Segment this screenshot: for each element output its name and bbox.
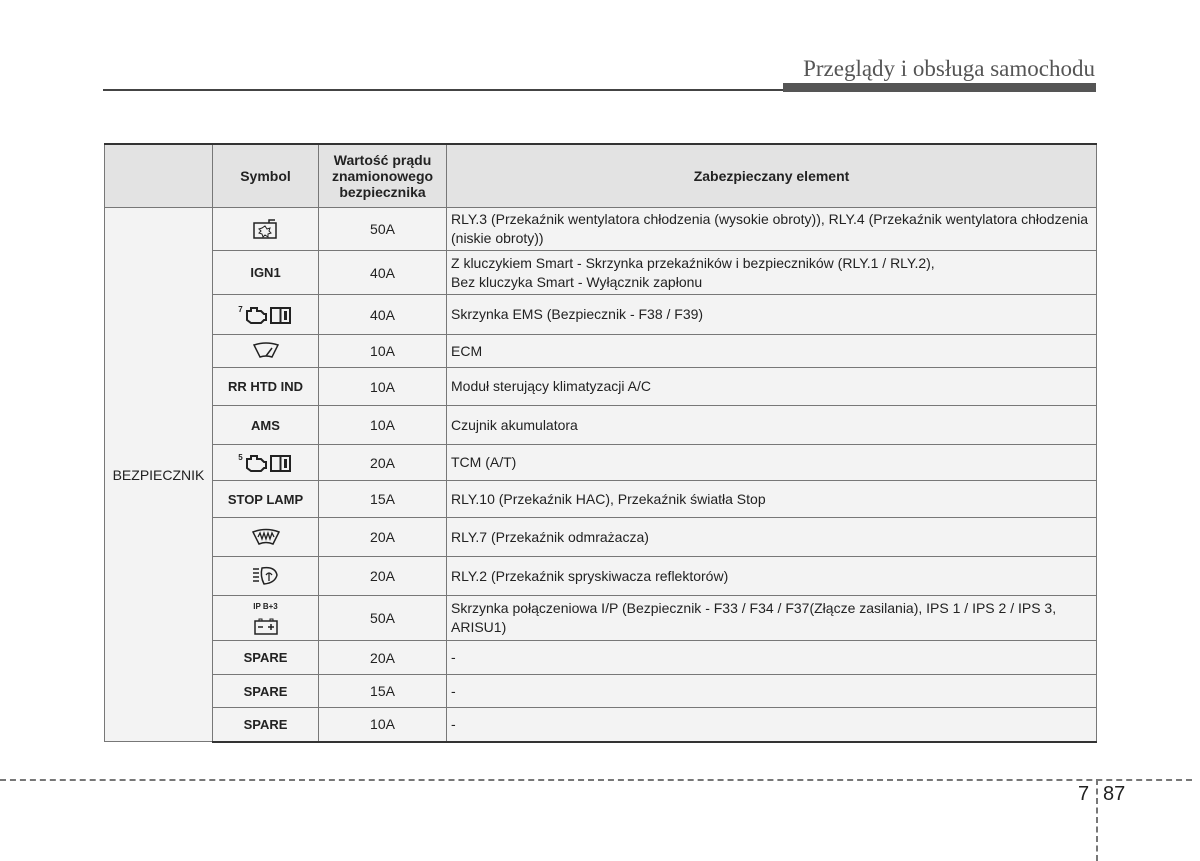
fuse-table: Symbol Wartość prądu znamionowego bezpie… (104, 143, 1097, 743)
symbol-label: 5 (238, 452, 243, 462)
page-title: Przeglądy i obsługa samochodu (803, 56, 1095, 81)
symbol-cell: SPARE (212, 674, 319, 708)
protected-element-cell: RLY.2 (Przekaźnik spryskiwacza reflektor… (446, 556, 1097, 596)
symbol-cell: SPARE (212, 707, 319, 743)
chapter-number: 7 (1078, 783, 1090, 805)
col-header-element: Zabezpieczany element (446, 143, 1097, 208)
rating-cell: 50A (318, 207, 447, 251)
symbol-cell: 5 (212, 444, 319, 481)
defroster-icon (251, 528, 281, 545)
page-number: 87 (1103, 783, 1126, 805)
symbol-cell (212, 207, 319, 251)
symbol-cell: IP B+3 (212, 595, 319, 641)
table-row: STOP LAMP 15A RLY.10 (Przekaźnik HAC), Prz… (105, 480, 1097, 518)
wiper-icon (252, 342, 280, 358)
rating-cell: 10A (318, 405, 447, 445)
table-row: SPARE 15A - (105, 674, 1097, 708)
group-label: BEZPIECZNIK (104, 207, 213, 742)
table-row: BEZPIECZNIK 50A RLY.3 (Przekaźnik wentylat… (104, 207, 1097, 742)
symbol-cell (212, 517, 319, 557)
table-row: SPARE 20A - (105, 640, 1097, 675)
rating-cell: 10A (318, 334, 447, 368)
table-row: 7 40A Skrzynka EMS (Bezpiecznik - F38 / F3… (105, 294, 1097, 335)
col-header-group (104, 143, 213, 208)
protected-element-cell: ECM (446, 334, 1097, 368)
rating-cell: 20A (318, 640, 447, 675)
table-row: IP B+3 50A Skrzynka połączeniowa I/P (Bezp… (105, 595, 1097, 641)
symbol-cell: 7 (212, 294, 319, 335)
cooling-fan-icon (252, 219, 280, 239)
rating-cell: 10A (318, 707, 447, 743)
rating-cell: 15A (318, 480, 447, 518)
table-row: 5 20A TCM (A/T) (105, 444, 1097, 481)
engine-manual-icon (243, 306, 293, 324)
rating-cell: 40A (318, 250, 447, 295)
symbol-label: IP B+3 (253, 601, 278, 611)
table-row: SPARE 10A - (105, 707, 1097, 743)
protected-element-cell: Moduł sterujący klimatyzacji A/C (446, 367, 1097, 406)
protected-element-cell: - (446, 674, 1097, 708)
battery-icon (253, 617, 279, 635)
table-row: 10A ECM (105, 334, 1097, 368)
protected-element-cell: Z kluczykiem Smart - Skrzynka przekaźnik… (446, 250, 1097, 295)
col-header-symbol: Symbol (212, 143, 319, 208)
protected-element-cell: RLY.3 (Przekaźnik wentylatora chłodzenia… (446, 207, 1097, 251)
footer-dashed-line (0, 779, 1192, 781)
table-row: 20A RLY.7 (Przekaźnik odmrażacza) (105, 517, 1097, 557)
headlamp-washer-icon (251, 566, 281, 585)
rating-cell: 40A (318, 294, 447, 335)
symbol-cell (212, 556, 319, 596)
symbol-cell: IGN1 (212, 250, 319, 295)
protected-element-cell: - (446, 640, 1097, 675)
rating-cell: 15A (318, 674, 447, 708)
symbol-cell: STOP LAMP (212, 480, 319, 518)
col-header-rating: Wartość prądu znamionowego bezpiecznika (318, 143, 447, 208)
symbol-label: 7 (238, 304, 243, 314)
protected-element-cell: RLY.10 (Przekaźnik HAC), Przekaźnik świa… (446, 480, 1097, 518)
symbol-cell (212, 334, 319, 368)
rating-cell: 10A (318, 367, 447, 406)
engine-manual-icon (243, 454, 293, 472)
protected-element-cell: Skrzynka połączeniowa I/P (Bezpiecznik -… (446, 595, 1097, 641)
rating-cell: 20A (318, 444, 447, 481)
symbol-cell: SPARE (212, 640, 319, 675)
protected-element-cell: - (446, 707, 1097, 743)
header-bar (783, 83, 1096, 92)
table-row: 20A RLY.2 (Przekaźnik spryskiwacza reflek… (105, 556, 1097, 596)
protected-element-cell: Skrzynka EMS (Bezpiecznik - F38 / F39) (446, 294, 1097, 335)
table-row: IGN1 40A Z kluczykiem Smart - Skrzynka prz… (105, 250, 1097, 295)
symbol-cell: RR HTD IND (212, 367, 319, 406)
symbol-cell: AMS (212, 405, 319, 445)
footer-dashed-divider (1096, 779, 1098, 861)
protected-element-cell: TCM (A/T) (446, 444, 1097, 481)
rating-cell: 20A (318, 517, 447, 557)
protected-element-cell: RLY.7 (Przekaźnik odmrażacza) (446, 517, 1097, 557)
table-row: RR HTD IND 10A Moduł sterujący klimatyzacj… (105, 367, 1097, 406)
rating-cell: 50A (318, 595, 447, 641)
table-header-row: Symbol Wartość prądu znamionowego bezpie… (104, 143, 1097, 208)
protected-element-cell: Czujnik akumulatora (446, 405, 1097, 445)
table-row: AMS 10A Czujnik akumulatora (105, 405, 1097, 445)
header-rule (103, 89, 1096, 91)
rating-cell: 20A (318, 556, 447, 596)
